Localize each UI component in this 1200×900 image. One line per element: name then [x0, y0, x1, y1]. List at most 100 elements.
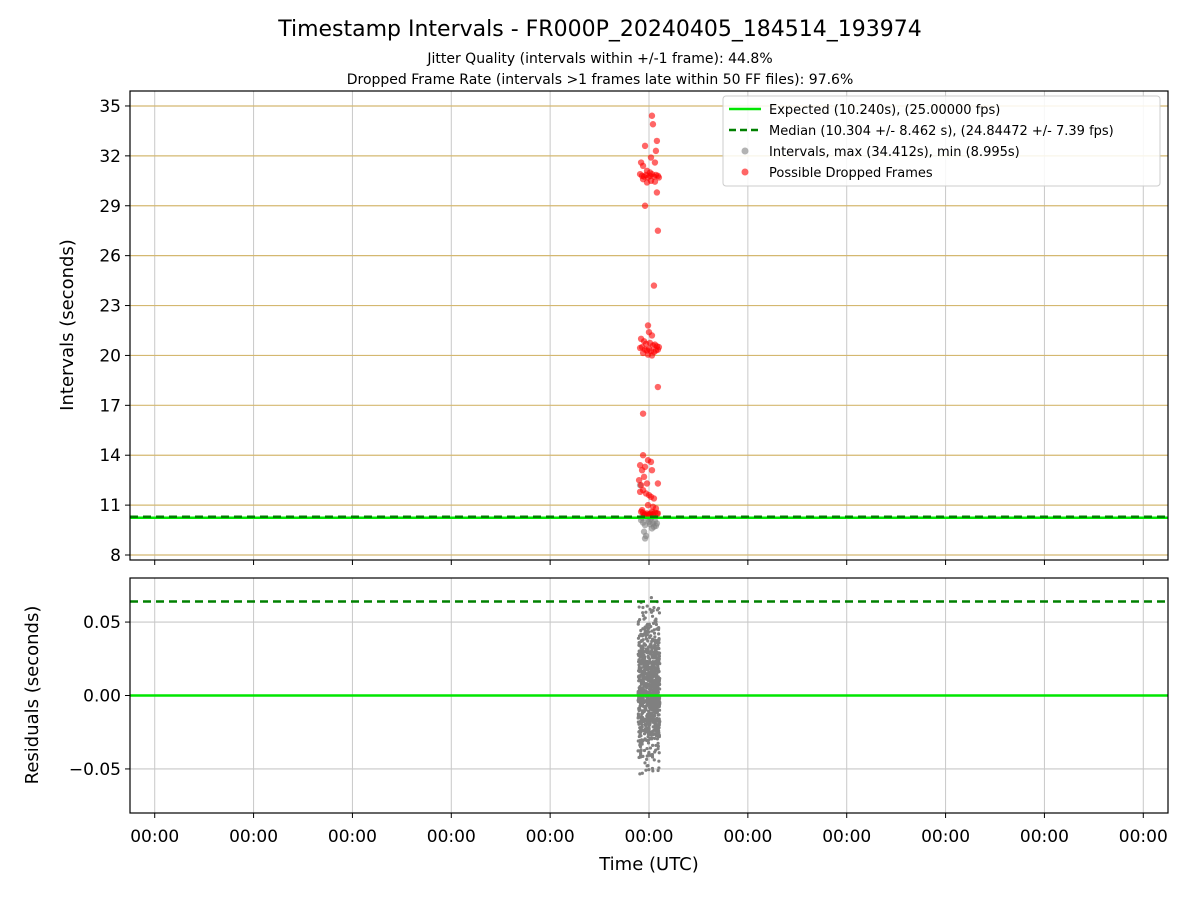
x-tick-label: 00:00 — [921, 827, 970, 847]
residual-point — [637, 669, 642, 674]
y-tick-label: 29 — [99, 197, 121, 217]
residual-point — [647, 622, 651, 626]
x-tick-label: 00:00 — [526, 827, 575, 847]
residual-point — [640, 644, 645, 648]
residual-point — [652, 758, 656, 762]
residual-point — [641, 614, 645, 618]
residual-point — [656, 627, 661, 632]
legend-expected-label: Expected (10.240s), (25.00000 fps) — [769, 103, 1000, 118]
dropped-frame-point — [655, 174, 663, 181]
residual-point — [641, 673, 645, 677]
residual-point — [644, 665, 649, 669]
legend-dropped-swatch — [741, 168, 749, 176]
intervals-y-axis-label: Intervals (seconds) — [57, 239, 78, 411]
residual-point — [641, 709, 645, 713]
residual-point — [654, 711, 658, 715]
residual-point — [642, 684, 646, 688]
dropped-frame-point — [648, 352, 656, 359]
residual-point — [651, 675, 655, 679]
residual-point — [649, 699, 653, 703]
chart-title: Timestamp Intervals - FR000P_20240405_18… — [277, 17, 922, 42]
residual-point — [650, 713, 655, 717]
residual-point — [657, 637, 661, 641]
dropped-frame-point — [643, 480, 651, 487]
residual-point — [656, 741, 660, 745]
dropped-frame-point — [644, 322, 652, 329]
dropped-frame-point — [651, 159, 659, 166]
residual-point — [654, 704, 659, 708]
residual-point — [656, 652, 660, 656]
x-tick-label: 00:00 — [822, 827, 871, 847]
residual-point — [645, 633, 649, 637]
residual-point — [653, 659, 657, 664]
y-tick-label: 11 — [99, 496, 121, 516]
residual-point — [647, 709, 651, 714]
residual-point — [652, 703, 656, 707]
residual-point — [650, 629, 654, 633]
residual-point — [651, 729, 655, 733]
residual-point — [656, 641, 660, 645]
residual-point — [654, 622, 658, 627]
residual-point — [641, 605, 645, 610]
residual-point — [639, 628, 643, 633]
legend-median-label: Median (10.304 +/- 8.462 s), (24.84472 +… — [769, 124, 1114, 139]
points — [636, 596, 662, 776]
dropped-frame-point — [639, 410, 647, 417]
x-tick-label: 00:00 — [328, 827, 377, 847]
residual-point — [653, 681, 657, 685]
residual-point — [657, 732, 661, 736]
residual-point — [639, 681, 643, 685]
dropped-frame-point — [647, 458, 655, 466]
dropped-frame-point — [641, 142, 649, 150]
dropped-frame-point — [654, 227, 662, 234]
residual-point — [645, 674, 649, 679]
residual-point — [645, 690, 649, 695]
residual-point — [654, 748, 658, 752]
y-tick-label: −0.05 — [69, 760, 121, 780]
residual-point — [651, 707, 655, 712]
residual-point — [655, 699, 660, 703]
residual-point — [640, 738, 644, 742]
residual-point — [657, 611, 662, 615]
residual-point — [657, 766, 661, 770]
dropped-frame-point — [639, 349, 647, 357]
residual-point — [650, 736, 654, 740]
residual-point — [657, 759, 661, 763]
y-tick-label: 20 — [99, 346, 121, 366]
residual-point — [654, 743, 658, 748]
residual-point — [638, 749, 643, 753]
residual-point — [649, 733, 653, 737]
x-axis-label: Time (UTC) — [598, 854, 699, 875]
residual-point — [638, 666, 643, 671]
residual-point — [645, 754, 649, 758]
residual-point — [644, 768, 648, 772]
residual-point — [642, 642, 646, 646]
residual-point — [643, 625, 647, 629]
dropped-frame-point — [637, 481, 645, 489]
residual-point — [645, 712, 650, 716]
dropped-frame-point — [646, 169, 654, 176]
residual-point — [648, 746, 653, 750]
residual-point — [637, 722, 641, 726]
residual-point — [647, 730, 652, 734]
residual-point — [653, 647, 658, 651]
residual-point — [648, 607, 652, 611]
residual-point — [652, 606, 656, 610]
residual-point — [656, 690, 660, 695]
legend-frame — [722, 95, 1161, 187]
residual-point — [641, 632, 645, 637]
residual-point — [638, 745, 643, 749]
residual-point — [647, 723, 651, 727]
x-tick-label: 00:00 — [723, 827, 772, 847]
x-tick-label: 00:00 — [130, 827, 179, 847]
residual-point — [649, 596, 654, 600]
residual-point — [656, 684, 660, 689]
residual-point — [638, 653, 642, 657]
dropped-frame-point — [650, 282, 658, 289]
dropped-frame-point — [638, 506, 646, 514]
residual-point — [652, 631, 657, 635]
y-tick-label: 23 — [99, 297, 121, 317]
residual-point — [643, 727, 648, 731]
dropped-frame-point — [648, 466, 656, 474]
